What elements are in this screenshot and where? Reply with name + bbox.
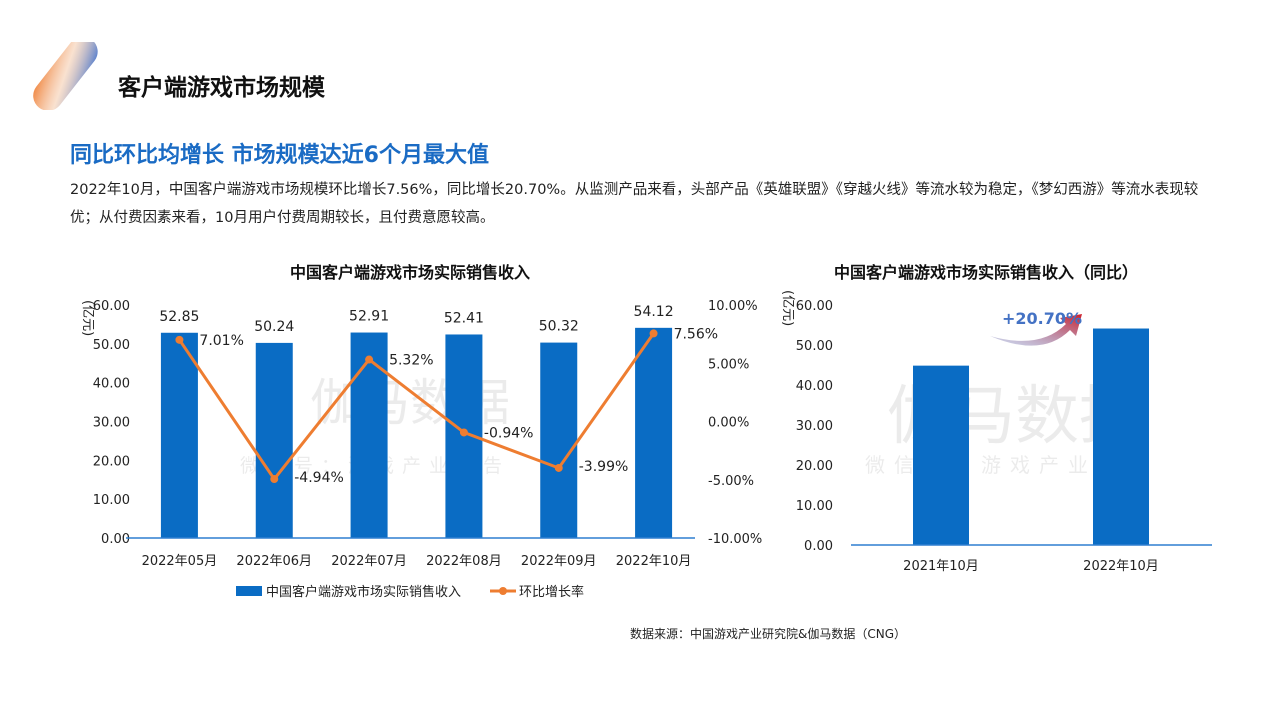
line-data-label: -0.94%: [484, 425, 534, 441]
growth-rate-point: [270, 475, 279, 484]
line-data-label: -4.94%: [294, 470, 344, 486]
headline: 同比环比均增长 市场规模达近6个月最大值: [70, 143, 489, 168]
data-source: 数据来源：中国游戏产业研究院&伽马数据（CNG）: [630, 627, 907, 641]
bar-data-label: 50.24: [254, 319, 294, 335]
legend-line-label: 环比增长率: [519, 584, 584, 600]
x-tick-label: 2022年10月: [1083, 559, 1159, 574]
growth-rate-line: [178, 332, 655, 482]
y2-tick-label: 10.00%: [708, 299, 758, 314]
x-tick-label: 2022年06月: [236, 554, 312, 569]
bar: [913, 365, 969, 545]
bar-data-label: 54.12: [634, 304, 674, 320]
bar: [160, 332, 198, 538]
y-tick-label: 50.00: [93, 338, 130, 353]
y2-tick-label: -10.00%: [708, 532, 762, 547]
y-tick-label: 40.00: [796, 379, 833, 394]
y-axis-label: (亿元): [780, 290, 795, 326]
bar-data-label: 52.85: [159, 309, 199, 325]
y-tick-label: 10.00: [93, 493, 130, 508]
y-tick-label: 50.00: [796, 339, 833, 354]
y-tick-label: 60.00: [93, 299, 130, 314]
monthly-revenue-chart: 中国客户端游戏市场实际销售收入 伽马数据 微信号：游戏产业报告 0.0010.0…: [80, 263, 762, 600]
bar-data-label: 52.91: [349, 309, 389, 325]
yoy-revenue-chart: 中国客户端游戏市场实际销售收入（同比） 伽马数据 微信号：游戏产业报告 +20.…: [780, 263, 1212, 574]
growth-rate-point: [175, 335, 184, 344]
legend-bar-label: 中国客户端游戏市场实际销售收入: [266, 584, 461, 600]
line-data-label: 7.56%: [674, 326, 718, 342]
y-tick-label: 20.00: [796, 459, 833, 474]
x-tick-label: 2022年10月: [616, 554, 692, 569]
y2-tick-label: 5.00%: [708, 357, 749, 372]
yoy-growth-label: +20.70%: [1002, 309, 1082, 328]
y-tick-label: 0.00: [804, 539, 833, 554]
bar: [540, 342, 578, 538]
y-axis-label: (亿元): [80, 300, 95, 336]
brand-logo-icon: [33, 42, 98, 110]
growth-arrow-icon: [990, 314, 1082, 346]
legend-line-marker: [499, 587, 507, 595]
x-tick-label: 2022年07月: [331, 554, 407, 569]
line-data-label: 5.32%: [389, 353, 433, 369]
growth-rate-point: [365, 355, 374, 364]
growth-rate-point: [554, 463, 563, 472]
y-tick-label: 30.00: [93, 416, 130, 431]
growth-rate-point: [649, 329, 658, 338]
page-title: 客户端游戏市场规模: [118, 75, 325, 101]
y-tick-label: 60.00: [796, 299, 833, 314]
y-tick-label: 10.00: [796, 499, 833, 514]
chart-title: 中国客户端游戏市场实际销售收入（同比）: [834, 263, 1138, 282]
bar-data-label: 50.32: [539, 319, 579, 335]
line-data-label: -3.99%: [579, 459, 629, 475]
growth-rate-point: [459, 428, 468, 437]
chart-title: 中国客户端游戏市场实际销售收入: [290, 263, 530, 282]
x-tick-label: 2022年05月: [142, 554, 218, 569]
y2-tick-label: -5.00%: [708, 474, 754, 489]
y-tick-label: 0.00: [101, 532, 130, 547]
y2-tick-label: 0.00%: [708, 416, 749, 431]
bar: [635, 327, 673, 538]
bar: [350, 332, 388, 538]
x-tick-label: 2022年09月: [521, 554, 597, 569]
bar: [255, 342, 293, 538]
y-tick-label: 20.00: [93, 454, 130, 469]
line-data-label: 7.01%: [199, 333, 243, 349]
legend-bar-swatch: [236, 586, 262, 596]
y-tick-label: 40.00: [93, 377, 130, 392]
x-tick-label: 2022年08月: [426, 554, 502, 569]
x-tick-label: 2021年10月: [903, 559, 979, 574]
bar: [1093, 328, 1149, 545]
y-tick-label: 30.00: [796, 419, 833, 434]
summary-paragraph: 2022年10月，中国客户端游戏市场规模环比增长7.56%，同比增长20.70%…: [70, 182, 1199, 226]
bar-data-label: 52.41: [444, 310, 484, 326]
